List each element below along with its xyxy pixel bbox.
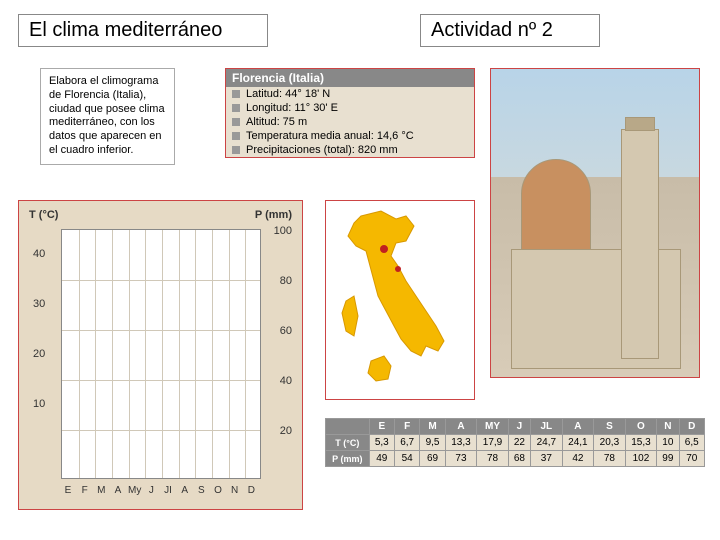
right-tick: 20 bbox=[280, 425, 292, 437]
table-header: M bbox=[420, 419, 445, 435]
table-cell: 37 bbox=[531, 451, 563, 467]
table-cell: 70 bbox=[679, 451, 705, 467]
info-panel: Florencia (Italia) Latitud: 44° 18' N Lon… bbox=[225, 68, 475, 158]
table-cell: 24,1 bbox=[562, 435, 594, 451]
climograma: T (°C) P (mm) 40302010 10080604020 EFMAM… bbox=[18, 200, 303, 510]
table-cell: 5,3 bbox=[369, 435, 394, 451]
month-label: S bbox=[194, 485, 208, 496]
info-row-text: Longitud: 11° 30' E bbox=[246, 102, 338, 114]
table-cell: 9,5 bbox=[420, 435, 445, 451]
climate-data-table: EFMAMYJJLASONDT (°C)5,36,79,513,317,9222… bbox=[325, 418, 705, 467]
table-header bbox=[326, 419, 370, 435]
info-row-text: Latitud: 44° 18' N bbox=[246, 88, 330, 100]
info-row: Longitud: 11° 30' E bbox=[226, 101, 474, 115]
month-label: JI bbox=[161, 485, 175, 496]
left-tick: 40 bbox=[33, 248, 45, 260]
table-cell: 6,5 bbox=[679, 435, 705, 451]
table-cell: 13,3 bbox=[445, 435, 477, 451]
info-row: Precipitaciones (total): 820 mm bbox=[226, 143, 474, 157]
climograma-grid bbox=[61, 229, 261, 479]
table-cell: 22 bbox=[508, 435, 530, 451]
tower bbox=[621, 129, 659, 359]
left-tick: 10 bbox=[33, 398, 45, 410]
florence-photo bbox=[490, 68, 700, 378]
table-row: T (°C)5,36,79,513,317,92224,724,120,315,… bbox=[326, 435, 705, 451]
secondary-marker-icon bbox=[395, 266, 401, 272]
table-row: P (mm)4954697378683742781029970 bbox=[326, 451, 705, 467]
right-tick: 80 bbox=[280, 275, 292, 287]
bullet-icon bbox=[232, 118, 240, 126]
italy-shape bbox=[342, 211, 444, 381]
table-cell: 73 bbox=[445, 451, 477, 467]
table-cell: 15,3 bbox=[625, 435, 657, 451]
table-cell: 69 bbox=[420, 451, 445, 467]
title-left: El clima mediterráneo bbox=[18, 14, 268, 47]
table-header: MY bbox=[477, 419, 509, 435]
table-cell: 99 bbox=[657, 451, 679, 467]
bullet-icon bbox=[232, 146, 240, 154]
table-cell: 78 bbox=[477, 451, 509, 467]
info-row-text: Precipitaciones (total): 820 mm bbox=[246, 144, 398, 156]
info-row-text: Altitud: 75 m bbox=[246, 116, 307, 128]
table-cell: 102 bbox=[625, 451, 657, 467]
month-label: N bbox=[228, 485, 242, 496]
info-row: Latitud: 44° 18' N bbox=[226, 87, 474, 101]
table-cell: 49 bbox=[369, 451, 394, 467]
table-cell: 54 bbox=[394, 451, 419, 467]
title-left-text: El clima mediterráneo bbox=[29, 19, 222, 41]
bullet-icon bbox=[232, 90, 240, 98]
left-axis-title: T (°C) bbox=[29, 209, 58, 221]
bullet-icon bbox=[232, 132, 240, 140]
florence-marker-icon bbox=[380, 245, 388, 253]
tower-top bbox=[625, 117, 655, 131]
table-cell: 10 bbox=[657, 435, 679, 451]
right-tick: 40 bbox=[280, 375, 292, 387]
table-header: J bbox=[508, 419, 530, 435]
info-header: Florencia (Italia) bbox=[226, 69, 474, 87]
month-label: A bbox=[111, 485, 125, 496]
month-label: D bbox=[244, 485, 258, 496]
italy-map bbox=[325, 200, 475, 400]
month-label: J bbox=[144, 485, 158, 496]
info-row: Temperatura media anual: 14,6 °C bbox=[226, 129, 474, 143]
table-cell: 78 bbox=[594, 451, 626, 467]
right-axis-title: P (mm) bbox=[255, 209, 292, 221]
info-row-text: Temperatura media anual: 14,6 °C bbox=[246, 130, 414, 142]
month-label: E bbox=[61, 485, 75, 496]
left-tick: 20 bbox=[33, 348, 45, 360]
table-header: A bbox=[445, 419, 477, 435]
table-header: S bbox=[594, 419, 626, 435]
right-tick: 100 bbox=[274, 225, 292, 237]
table-header: JL bbox=[531, 419, 563, 435]
instruction-box: Elabora el climograma de Florencia (Ital… bbox=[40, 68, 175, 165]
table-header: O bbox=[625, 419, 657, 435]
row-label: T (°C) bbox=[326, 435, 370, 451]
title-right-text: Actividad nº 2 bbox=[431, 19, 553, 41]
table-cell: 68 bbox=[508, 451, 530, 467]
table-cell: 42 bbox=[562, 451, 594, 467]
table-header: E bbox=[369, 419, 394, 435]
table-header: A bbox=[562, 419, 594, 435]
bullet-icon bbox=[232, 104, 240, 112]
row-label: P (mm) bbox=[326, 451, 370, 467]
table-cell: 6,7 bbox=[394, 435, 419, 451]
table-header: F bbox=[394, 419, 419, 435]
table-header: D bbox=[679, 419, 705, 435]
table-cell: 17,9 bbox=[477, 435, 509, 451]
table-cell: 20,3 bbox=[594, 435, 626, 451]
info-row: Altitud: 75 m bbox=[226, 115, 474, 129]
month-label: A bbox=[178, 485, 192, 496]
left-tick: 30 bbox=[33, 298, 45, 310]
month-label: O bbox=[211, 485, 225, 496]
month-label: My bbox=[128, 485, 142, 496]
month-label: F bbox=[78, 485, 92, 496]
table-cell: 24,7 bbox=[531, 435, 563, 451]
table-header: N bbox=[657, 419, 679, 435]
instruction-text: Elabora el climograma de Florencia (Ital… bbox=[49, 75, 165, 156]
right-tick: 60 bbox=[280, 325, 292, 337]
title-right: Actividad nº 2 bbox=[420, 14, 600, 47]
month-label: M bbox=[94, 485, 108, 496]
